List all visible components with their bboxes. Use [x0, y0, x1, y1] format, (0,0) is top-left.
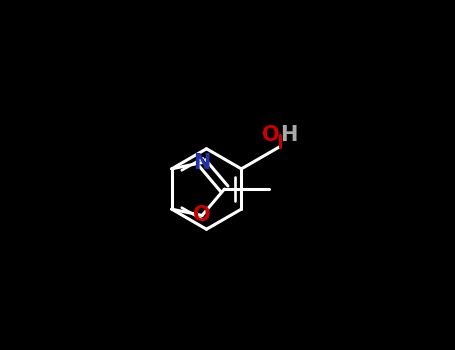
Text: N: N	[193, 153, 211, 173]
Text: O: O	[262, 125, 280, 145]
Text: H: H	[280, 125, 297, 145]
Text: O: O	[193, 205, 211, 225]
